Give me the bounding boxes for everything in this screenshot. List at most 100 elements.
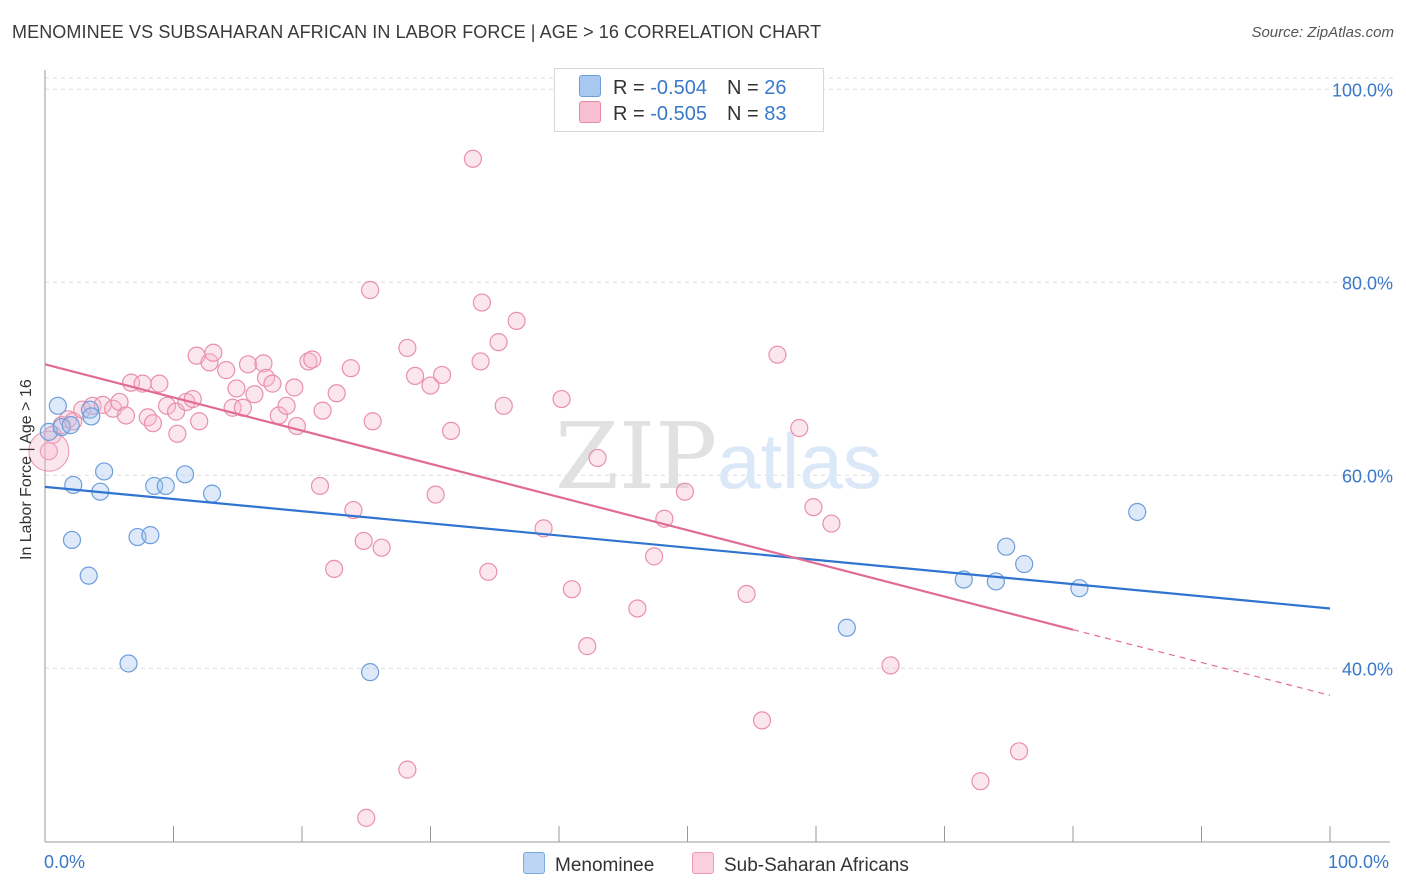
subsaharan-point: [150, 374, 169, 393]
menominee-swatch: [579, 75, 601, 97]
menominee-point: [141, 526, 160, 545]
n-label: N =: [726, 77, 765, 99]
menominee-point: [62, 530, 82, 550]
subsaharan-point: [489, 333, 508, 352]
legend-row-menominee: R = -0.504 N = 26: [579, 75, 786, 101]
menominee-trend-line: [44, 485, 1331, 610]
chart-title: MENOMINEE VS SUBSAHARAN AFRICAN IN LABOR…: [12, 22, 822, 42]
subsaharan-point: [361, 280, 380, 300]
subsaharan-point: [310, 476, 330, 496]
subsaharan-point: [804, 498, 823, 517]
subsaharan-point: [421, 376, 440, 395]
subsaharan-point: [372, 538, 391, 557]
subsaharan-point: [227, 379, 246, 398]
n-value: 26: [764, 77, 787, 99]
r-value: -0.505: [650, 103, 707, 125]
subsaharan-point: [471, 352, 490, 371]
y-axis-label: In Labor Force | Age > 16: [18, 379, 35, 560]
subsaharan-legend-swatch: [692, 852, 714, 874]
watermark-atlas: atlas: [717, 417, 882, 505]
subsaharan-point: [432, 365, 452, 385]
watermark-zip: ZIP: [555, 403, 717, 510]
subsaharan-swatch: [579, 101, 601, 123]
r-value: -0.504: [650, 77, 707, 99]
menominee-point: [1128, 502, 1147, 522]
subsaharan-point: [737, 584, 756, 604]
subsaharan-point: [363, 412, 382, 431]
y-tick-label: 60.0%: [1342, 466, 1393, 486]
x-tick-label-min: 0.0%: [44, 852, 86, 872]
correlation-legend: R = -0.504 N = 26 R = -0.505 N = 83: [554, 68, 824, 132]
subsaharan-point: [644, 547, 664, 566]
subsaharan-point: [277, 396, 296, 415]
n-value: 83: [764, 103, 787, 125]
legend-item-subsaharan: Sub-Saharan Africans: [692, 852, 909, 876]
subsaharan-point: [285, 378, 304, 397]
subsaharan-point: [675, 482, 695, 501]
menominee-point: [82, 407, 101, 426]
subsaharan-point-large: [28, 430, 70, 472]
subsaharan-point: [398, 760, 417, 779]
subsaharan-point: [752, 711, 772, 730]
menominee-point: [1070, 579, 1089, 598]
subsaharan-point: [325, 559, 344, 579]
menominee-points: [39, 396, 1147, 682]
menominee-point: [95, 462, 114, 481]
subsaharan-point: [341, 359, 360, 378]
subsaharan-point: [157, 396, 177, 415]
menominee-point: [48, 396, 67, 415]
y-tick-label: 80.0%: [1342, 273, 1393, 293]
subsaharan-point: [552, 389, 571, 409]
menominee-legend-swatch: [523, 852, 545, 874]
subsaharan-point: [245, 385, 264, 404]
subsaharan-point: [562, 580, 581, 599]
subsaharan-point: [768, 345, 787, 364]
subsaharan-point: [190, 412, 209, 431]
subsaharan-point: [204, 343, 223, 362]
subsaharan-points: [28, 149, 1029, 827]
subsaharan-point: [344, 500, 363, 520]
subsaharan-point: [1009, 742, 1029, 761]
subsaharan-point: [200, 353, 219, 372]
subsaharan-point: [790, 418, 809, 438]
y-tick-label: 40.0%: [1342, 659, 1393, 679]
subsaharan-point: [168, 424, 187, 443]
subsaharan-point: [303, 350, 322, 369]
subsaharan-point: [254, 354, 273, 373]
legend-row-subsaharan: R = -0.505 N = 83: [579, 101, 786, 127]
y-tick-label: 100.0%: [1332, 80, 1393, 100]
subsaharan-point: [507, 311, 526, 330]
subsaharan-point: [472, 293, 491, 312]
menominee-point: [175, 465, 195, 484]
subsaharan-point: [463, 149, 483, 168]
x-tick-label-max: 100.0%: [1328, 852, 1390, 872]
menominee-point: [1015, 554, 1034, 574]
legend-label: Sub-Saharan Africans: [724, 855, 909, 876]
legend-item-menominee: Menominee: [523, 852, 654, 876]
n-label: N =: [726, 103, 765, 125]
source-credit: Source: ZipAtlas.com: [1251, 24, 1394, 41]
subsaharan-point: [628, 599, 647, 618]
subsaharan-point: [822, 514, 841, 533]
menominee-point: [80, 400, 100, 419]
subsaharan-point: [217, 361, 236, 380]
subsaharan-point: [143, 414, 163, 433]
subsaharan-point: [357, 808, 376, 827]
subsaharan-point: [494, 396, 513, 415]
subsaharan-point: [441, 421, 461, 441]
subsaharan-point: [327, 384, 346, 403]
menominee-point: [52, 417, 71, 437]
r-label: R =: [613, 103, 651, 125]
subsaharan-point: [313, 401, 332, 420]
subsaharan-point: [971, 772, 990, 791]
r-label: R =: [613, 77, 651, 99]
subsaharan-trend-line: [44, 363, 1074, 631]
subsaharan-point: [588, 448, 607, 468]
trend-lines: [44, 363, 1331, 696]
menominee-point: [837, 618, 856, 637]
subsaharan-point: [138, 408, 157, 427]
y-tick-labels: 40.0% 60.0% 80.0% 100.0%: [1332, 80, 1393, 679]
subsaharan-point: [578, 637, 597, 656]
subsaharan-point: [287, 416, 306, 436]
